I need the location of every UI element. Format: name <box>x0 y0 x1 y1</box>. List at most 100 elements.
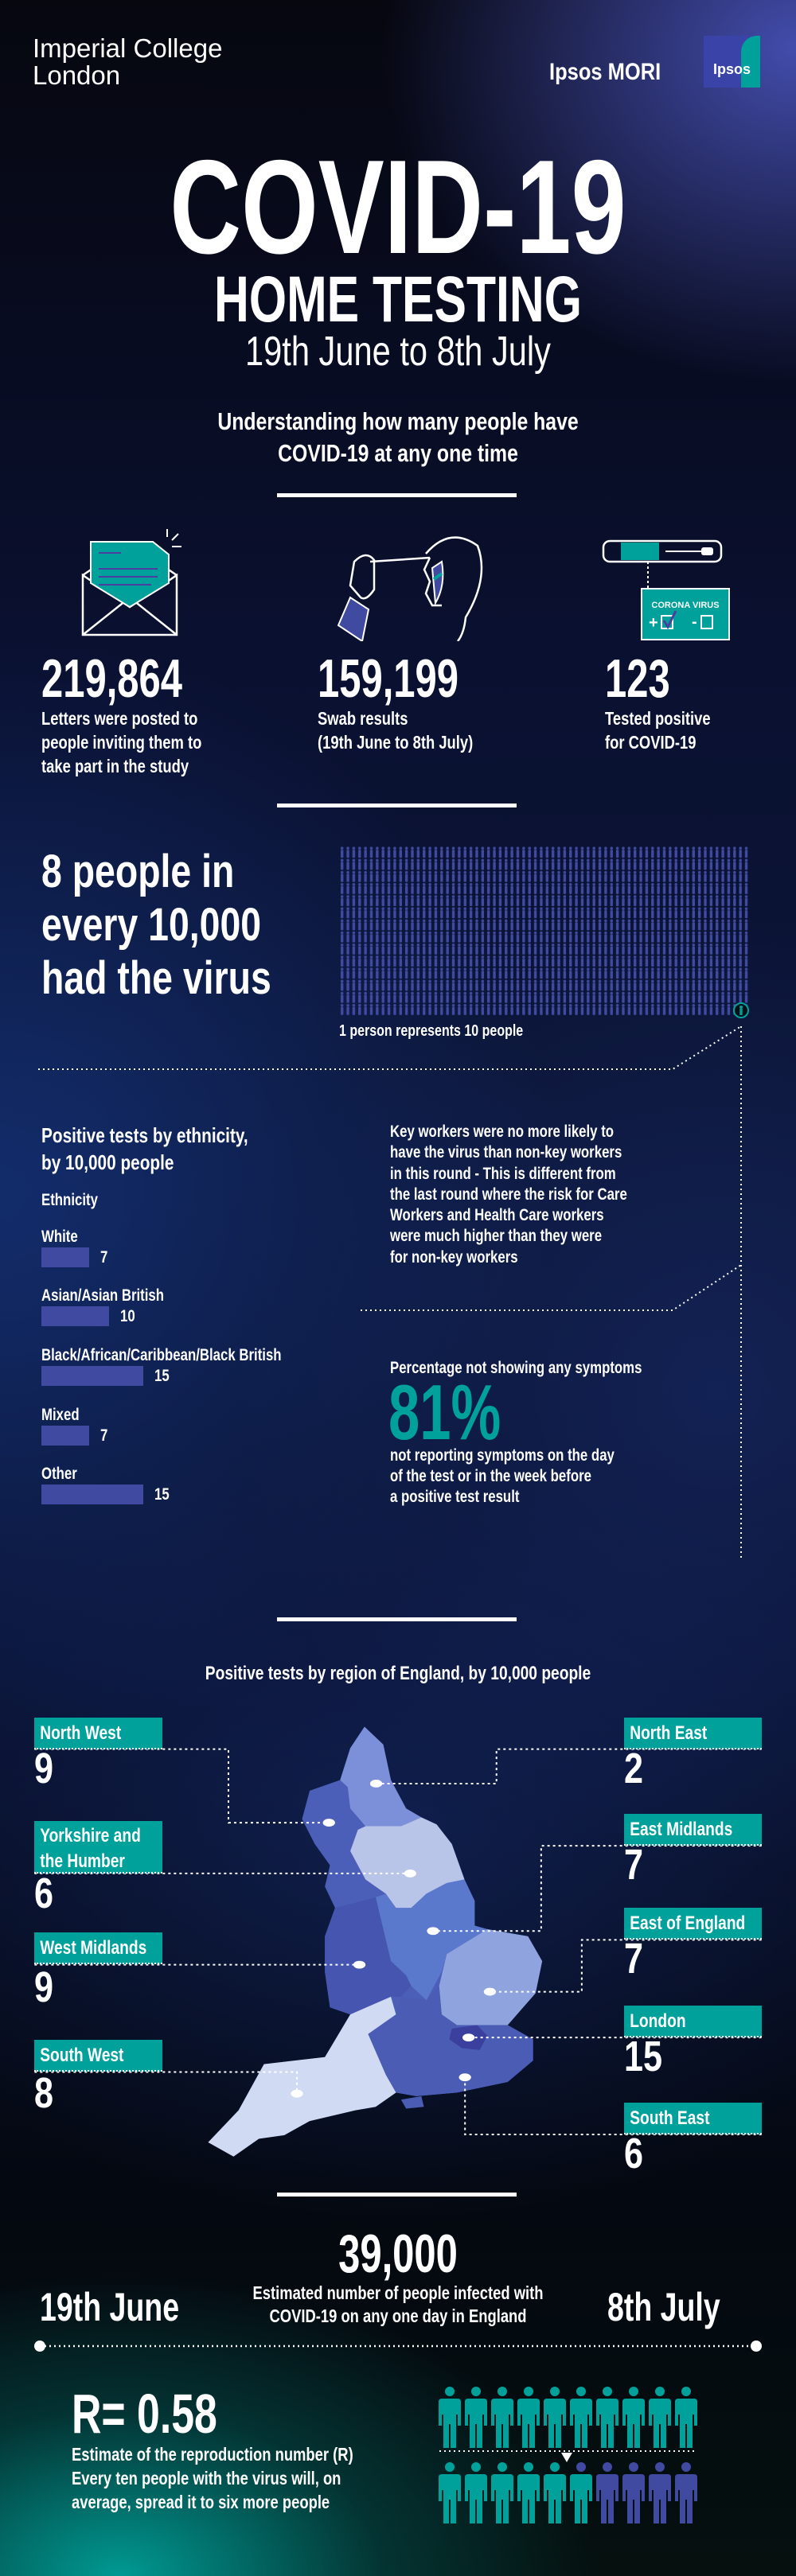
divider <box>277 804 517 807</box>
region-label-north-west: North West <box>34 1718 162 1749</box>
page-subtitle: HOME TESTING <box>214 263 582 336</box>
stat-positive: 123 Tested positive for COVID-19 <box>605 648 711 753</box>
region-label-london: London <box>624 2006 762 2037</box>
estimate-value: 39,000 <box>338 2224 458 2284</box>
spread-person-icon <box>491 2462 513 2523</box>
test-kit-icon: CORONA VIRUS + - <box>602 539 730 640</box>
date-range: 19th June to 8th July <box>245 329 551 375</box>
divider <box>277 1617 517 1621</box>
region-south-west <box>208 1996 396 2157</box>
symptoms-value: 81% <box>388 1368 501 1456</box>
divider <box>277 2193 517 2197</box>
ethnicity-category-label: Black/African/Caribbean/Black British <box>41 1346 282 1364</box>
region-label-west-midlands: West Midlands <box>34 1932 162 1964</box>
timeline-end-dot <box>751 2341 762 2352</box>
region-value-yorkshire: 6 <box>34 1870 54 1917</box>
uninfected-person-icon <box>675 2462 697 2523</box>
envelope-letter-icon <box>81 529 181 636</box>
infected-person-icon <box>622 2387 645 2448</box>
spread-person-icon <box>439 2462 461 2523</box>
ipsos-mori-text: Ipsos MORI <box>549 59 661 85</box>
r-people-chart <box>439 2387 697 2523</box>
stat-letters: 219,864 Letters were posted to people inv… <box>41 648 202 776</box>
region-label-north-east: North East <box>624 1718 762 1749</box>
infected-person-icon <box>491 2387 513 2448</box>
stat-value: 159,199 <box>318 648 458 709</box>
ethnicity-bar <box>41 1426 89 1446</box>
region-value-south-east: 6 <box>624 2130 644 2177</box>
infected-person-icon <box>465 2387 487 2448</box>
timeline <box>34 2341 762 2352</box>
uninfected-person-icon <box>649 2462 671 2523</box>
r-value: R= 0.58 <box>72 2383 217 2445</box>
region-label-south-west: South West <box>34 2040 162 2072</box>
ethnicity-axis-label: Ethnicity <box>41 1191 98 1209</box>
region-east-midlands <box>375 1879 488 2001</box>
spread-person-icon <box>517 2462 540 2523</box>
test-card-label: CORONA VIRUS <box>651 601 719 610</box>
imperial-logo: Imperial College London <box>33 35 222 89</box>
connector-lines <box>38 1025 742 1559</box>
start-date: 19th June <box>40 2285 180 2329</box>
infected-person-icon <box>675 2387 697 2448</box>
infected-person-icon <box>596 2387 618 2448</box>
key-workers-note: Key workers were no more likely to have t… <box>390 1123 627 1267</box>
imperial-line2: London <box>33 60 121 90</box>
region-value-east-of-england: 7 <box>624 1935 644 1983</box>
region-south-east <box>368 1986 533 2096</box>
symptoms-label: Percentage not showing any symptoms <box>390 1359 642 1377</box>
region-label-south-east: South East <box>624 2103 762 2134</box>
page-title: COVID-19 <box>170 132 626 282</box>
infected-person-icon <box>517 2387 540 2448</box>
region-value-north-east: 2 <box>624 1745 644 1792</box>
svg-text:-: - <box>692 613 697 631</box>
timeline-start-dot <box>34 2341 45 2352</box>
people-grid <box>339 846 749 1018</box>
isle-of-wight <box>400 2095 424 2109</box>
region-label-yorkshire: Yorkshire and the Humber <box>34 1821 162 1874</box>
ethnicity-value-label: 7 <box>100 1426 107 1445</box>
ethnicity-value-label: 10 <box>120 1307 135 1325</box>
stat-swabs: 159,199 Swab results (19th June to 8th Ju… <box>318 648 474 753</box>
arrow-down-icon <box>561 2453 572 2462</box>
ethnicity-category-label: Mixed <box>41 1406 80 1424</box>
ethnicity-category-label: Asian/Asian British <box>41 1286 165 1305</box>
ethnicity-bar <box>41 1485 143 1504</box>
region-value-north-west: 9 <box>34 1745 54 1792</box>
prevalence-headline: 8 people in every 10,000 had the virus <box>41 846 271 1004</box>
symptoms-desc: not reporting symptoms on the day of the … <box>390 1446 615 1506</box>
stat-value: 123 <box>605 648 670 709</box>
nasal-swab-icon <box>337 536 483 641</box>
end-date: 8th July <box>607 2285 720 2329</box>
region-north-east <box>340 1726 422 1827</box>
ethnicity-category-label: White <box>41 1228 78 1246</box>
infected-person-icon <box>439 2387 461 2448</box>
uninfected-person-icon <box>596 2462 618 2523</box>
stat-value: 219,864 <box>41 648 182 709</box>
spread-person-icon <box>570 2462 592 2523</box>
england-map <box>0 1726 796 2157</box>
spread-person-icon <box>465 2462 487 2523</box>
region-west-midlands <box>325 1897 412 2015</box>
infected-person-icon <box>570 2387 592 2448</box>
region-value-south-west: 8 <box>34 2069 54 2117</box>
ethnicity-bar <box>41 1247 89 1267</box>
spread-person-icon <box>544 2462 566 2523</box>
regions-title: Positive tests by region of England, by … <box>205 1663 591 1684</box>
estimate-desc: Estimated number of people infected with… <box>252 2282 544 2326</box>
region-value-east-midlands: 7 <box>624 1841 644 1889</box>
svg-text:+: + <box>649 614 658 632</box>
ethnicity-title: Positive tests by ethnicity, by 10,000 pe… <box>41 1123 248 1174</box>
ethnicity-bar <box>41 1306 109 1326</box>
ethnicity-bar <box>41 1366 143 1386</box>
region-east-of-england <box>439 1929 543 2029</box>
ethnicity-value-label: 15 <box>154 1485 170 1504</box>
imperial-line1: Imperial College <box>33 33 223 63</box>
intro: Understanding how many people have COVID-… <box>217 407 579 467</box>
region-value-london: 15 <box>624 2033 663 2080</box>
infected-person-icon <box>649 2387 671 2448</box>
grid-caption: 1 person represents 10 people <box>339 1022 524 1040</box>
ethnicity-value-label: 15 <box>154 1367 170 1385</box>
ethnicity-value-label: 7 <box>100 1248 107 1267</box>
